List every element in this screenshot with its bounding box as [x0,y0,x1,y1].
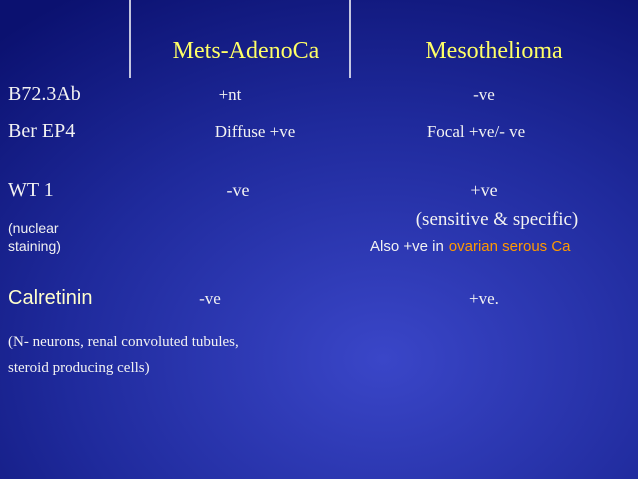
cell: +ve [470,180,497,200]
note: steroid producing cells) [8,360,150,376]
row-label: B72.3Ab [8,83,81,105]
cell: Focal +ve/- ve [427,122,525,141]
detail-highlight: ovarian serous Ca [449,238,571,255]
cell: Diffuse +ve [215,122,296,141]
row-label: WT 1 [8,179,54,201]
note: (N- neurons, renal convoluted tubules, [8,334,239,350]
cell: -ve [473,85,495,104]
row-sublabel: (nuclear [8,220,59,236]
column-header: Mets-AdenoCa [173,38,320,64]
cell: -ve [227,180,250,200]
cell-detail: Also +ve in ovarian serous Ca [370,238,571,255]
cell-detail: (sensitive & specific) [416,209,579,230]
cell: +nt [219,85,242,104]
cell: +ve. [469,289,499,308]
detail-text: Also +ve in [370,238,444,255]
row-label: Ber EP4 [8,120,75,142]
column-header: Mesothelioma [425,38,563,64]
row-sublabel: staining) [8,238,61,254]
row-label: Calretinin [8,287,92,309]
cell: -ve [199,289,221,308]
